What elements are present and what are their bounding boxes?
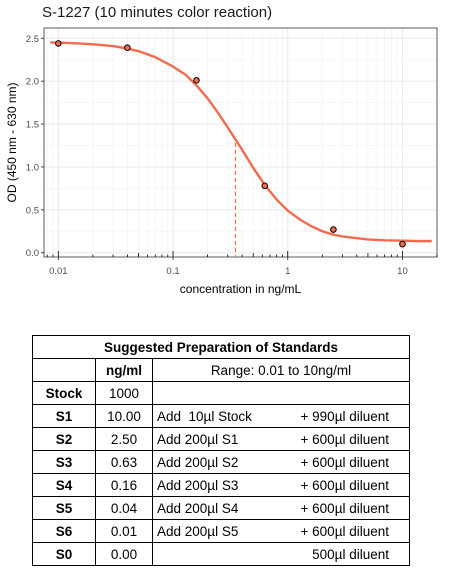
x-tick-label: 0.01	[49, 266, 68, 277]
x-tick-label: 1	[285, 266, 290, 277]
standards-table: Suggested Preparation of Standards ng/ml…	[32, 335, 410, 566]
table-row: S2 2.50 Add 200µl S1 + 600µl diluent	[32, 427, 410, 451]
row-instruction: Add 200µl S3 + 600µl diluent	[152, 473, 410, 497]
row-value: 2.50	[95, 427, 153, 451]
table-title-row: Suggested Preparation of Standards	[32, 335, 410, 359]
data-point	[124, 44, 131, 52]
row-label: S6	[32, 519, 96, 543]
table-row: S5 0.04 Add 200µl S4 + 600µl diluent	[32, 496, 410, 520]
y-tick-label: 0.5	[26, 205, 39, 216]
row-instruction: 500µl diluent	[152, 542, 410, 566]
row-add: Add 200µl S2	[157, 454, 239, 470]
row-instruction: Add 200µl S4 + 600µl diluent	[152, 496, 410, 520]
y-tick-label: 0.0	[26, 248, 39, 259]
table-row: S1 10.00 Add 10µl Stock + 990µl diluent	[32, 404, 410, 428]
row-add: Add 200µl S3	[157, 477, 239, 493]
row-add: Add 10µl Stock	[157, 408, 252, 424]
plot-panel	[44, 28, 437, 257]
row-diluent: + 600µl diluent	[300, 500, 389, 516]
row-diluent: + 600µl diluent	[300, 477, 389, 493]
table-title: Suggested Preparation of Standards	[32, 335, 410, 359]
row-instruction: Add 200µl S5 + 600µl diluent	[152, 519, 410, 543]
data-point	[261, 182, 269, 190]
data-point	[399, 240, 406, 248]
panel-border	[43, 27, 438, 258]
row-value: 0.00	[95, 542, 153, 566]
header-unit: ng/ml	[95, 358, 153, 382]
stock-value: 1000	[95, 381, 153, 405]
table-row: S3 0.63 Add 200µl S2 + 600µl diluent	[32, 450, 410, 474]
row-diluent: 500µl diluent	[312, 546, 389, 562]
row-value: 0.04	[95, 496, 153, 520]
row-value: 10.00	[95, 404, 153, 428]
table-row-stock: Stock 1000	[32, 381, 410, 405]
y-tick-label: 2.0	[26, 77, 39, 88]
row-label: S0	[32, 542, 96, 566]
row-label: S1	[32, 404, 96, 428]
data-point	[330, 226, 337, 233]
x-axis-label: concentration in ng/mL	[180, 282, 302, 296]
row-label: S3	[32, 450, 96, 474]
x-tick-label: 0.1	[166, 266, 179, 277]
row-value: 0.01	[95, 519, 153, 543]
row-label: S5	[32, 496, 96, 520]
row-label: S2	[32, 427, 96, 451]
row-add: Add 200µl S1	[157, 431, 239, 447]
header-range: Range: 0.01 to 10ng/ml	[152, 358, 410, 382]
row-label: S4	[32, 473, 96, 497]
table-row: S4 0.16 Add 200µl S3 + 600µl diluent	[32, 473, 410, 497]
row-instruction: Add 10µl Stock + 990µl diluent	[152, 404, 410, 428]
data-point	[193, 77, 200, 84]
row-diluent: + 600µl diluent	[300, 454, 389, 470]
chart-title: S-1227 (10 minutes color reaction)	[42, 4, 273, 21]
chart: 0.0 0.5 1.0 1.5 2.0 2.5 0.01 0.1 1 10 concentratio…	[5, 27, 438, 296]
row-instruction: Add 200µl S2 + 600µl diluent	[152, 450, 410, 474]
row-add: Add 200µl S5	[157, 523, 239, 539]
header-empty	[32, 358, 96, 382]
row-value: 0.63	[95, 450, 153, 474]
table-header-row: ng/ml Range: 0.01 to 10ng/ml	[32, 358, 410, 382]
row-add: Add 200µl S4	[157, 500, 239, 516]
x-tick-label: 10	[397, 266, 408, 277]
y-axis-label: OD (450 nm - 630 nm)	[5, 82, 19, 202]
stock-empty	[152, 381, 410, 405]
table-row: S0 0.00 500µl diluent	[32, 542, 410, 566]
data-point	[55, 40, 62, 47]
row-instruction: Add 200µl S1 + 600µl diluent	[152, 427, 410, 451]
row-diluent: + 600µl diluent	[300, 431, 389, 447]
row-diluent: + 990µl diluent	[300, 408, 389, 424]
row-diluent: + 600µl diluent	[300, 523, 389, 539]
stock-label: Stock	[32, 381, 96, 405]
table-row: S6 0.01 Add 200µl S5 + 600µl diluent	[32, 519, 410, 543]
y-tick-label: 2.5	[26, 34, 39, 45]
y-tick-label: 1.5	[26, 120, 39, 131]
row-value: 0.16	[95, 473, 153, 497]
y-tick-label: 1.0	[26, 162, 39, 173]
